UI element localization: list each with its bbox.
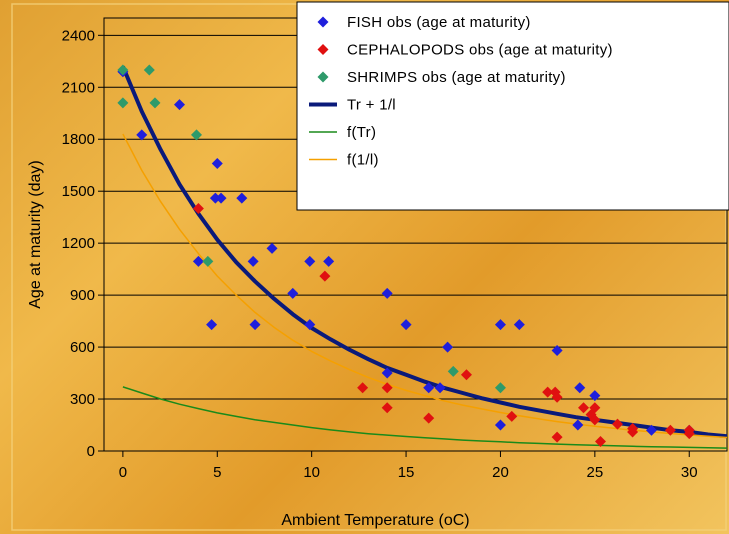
y-axis-label: Age at maturity (day) (27, 160, 44, 309)
data-point (192, 203, 204, 215)
x-tick-label: 5 (213, 464, 221, 481)
data-point (645, 424, 657, 436)
legend: FISH obs (age at maturity) CEPHALOPODS ob… (296, 1, 729, 211)
data-point (357, 382, 369, 394)
y-tick-label: 600 (70, 339, 95, 356)
data-point (136, 129, 148, 141)
data-point (206, 319, 218, 331)
legend-swatch (317, 44, 329, 55)
data-point (423, 382, 435, 394)
data-point (542, 386, 554, 398)
data-point (400, 319, 412, 331)
legend-swatch (317, 16, 329, 28)
data-point (149, 97, 161, 109)
data-point (551, 431, 563, 443)
data-point (209, 192, 221, 204)
data-point (304, 319, 316, 331)
y-tick-label: 2400 (62, 27, 95, 44)
y-axis: 0 300 600 900 1200 1500 1800 2100 2400 (62, 27, 104, 460)
data-point (494, 319, 506, 331)
data-point (578, 402, 590, 414)
legend-entry: FISH obs (age at maturity) (347, 14, 531, 31)
data-point (574, 382, 586, 394)
data-point (381, 382, 393, 394)
data-point (513, 319, 525, 331)
data-point (627, 422, 639, 434)
data-point (447, 365, 459, 377)
x-axis: 0 5 10 15 20 25 30 (119, 451, 698, 481)
data-point (143, 64, 155, 76)
x-tick-label: 10 (303, 464, 320, 481)
data-point (381, 402, 393, 414)
data-point (323, 255, 335, 267)
data-point (247, 255, 259, 267)
data-point (174, 99, 186, 111)
y-tick-label: 1800 (62, 131, 95, 148)
data-point (434, 382, 446, 394)
x-tick-label: 0 (119, 464, 127, 481)
data-point (215, 192, 227, 204)
x-tick-label: 20 (492, 464, 509, 481)
x-tick-label: 15 (398, 464, 415, 481)
data-point (572, 419, 584, 431)
data-point (423, 412, 435, 424)
series-lines (121, 65, 728, 449)
data-point (551, 345, 563, 357)
data-point (236, 192, 248, 204)
y-tick-label: 1200 (62, 235, 95, 252)
y-tick-label: 900 (70, 287, 95, 304)
data-point (442, 341, 454, 353)
data-point (117, 97, 129, 109)
data-point (319, 270, 331, 282)
data-point (249, 319, 261, 331)
y-tick-label: 0 (87, 443, 95, 460)
x-axis-label: Ambient Temperature (oC) (281, 512, 469, 529)
series-line (122, 133, 728, 439)
data-point (589, 402, 601, 414)
legend-entry: SHRIMPS obs (age at maturity) (347, 69, 566, 86)
data-point (287, 287, 299, 299)
data-point (494, 419, 506, 431)
data-point (595, 435, 607, 447)
data-point (506, 410, 518, 422)
data-point (381, 287, 393, 299)
data-point (589, 390, 601, 402)
series-line (121, 65, 728, 439)
data-point (304, 255, 316, 267)
data-point (460, 369, 472, 381)
legend-box (296, 1, 729, 211)
data-point (266, 242, 278, 254)
legend-entry: CEPHALOPODS obs (age at maturity) (347, 42, 613, 59)
x-tick-label: 30 (681, 464, 698, 481)
y-tick-label: 1500 (62, 183, 95, 200)
data-point (551, 391, 563, 403)
data-point (202, 255, 214, 267)
data-point (211, 157, 223, 169)
series-line (122, 386, 728, 449)
x-tick-label: 25 (587, 464, 604, 481)
data-point (612, 418, 624, 430)
y-tick-label: 2100 (62, 79, 95, 96)
data-point (494, 382, 506, 394)
data-point (381, 367, 393, 379)
data-point (117, 64, 129, 76)
data-point (192, 255, 204, 267)
legend-entry: f(Tr) (347, 124, 376, 141)
data-point (683, 428, 695, 440)
series-markers (117, 64, 695, 447)
legend-swatch (317, 71, 329, 83)
legend-entry: Tr + 1/l (347, 97, 396, 114)
legend-entry: f(1/l) (347, 152, 379, 169)
y-tick-label: 300 (70, 391, 95, 408)
data-point (589, 414, 601, 426)
data-point (664, 424, 676, 436)
data-point (191, 129, 203, 141)
